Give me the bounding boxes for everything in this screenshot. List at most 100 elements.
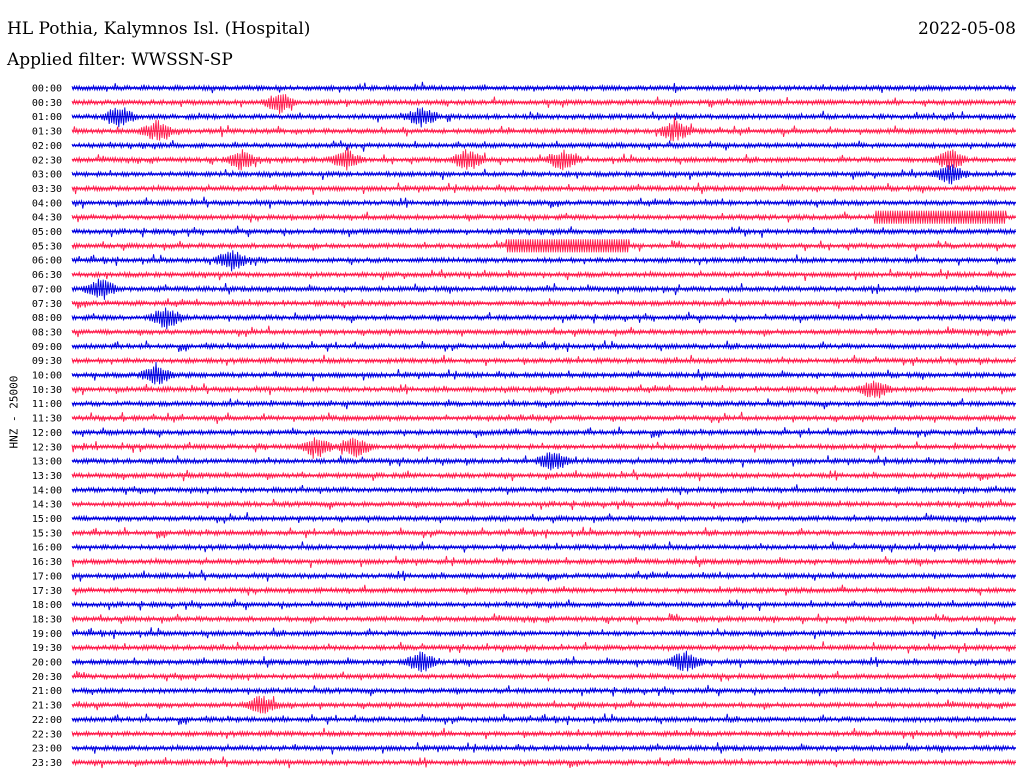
- time-tick-label: 22:00: [32, 715, 62, 726]
- time-tick-label: 10:00: [32, 371, 62, 382]
- seismic-trace: [71, 469, 1016, 482]
- seismic-trace: [71, 361, 1016, 385]
- seismic-trace: [71, 713, 1016, 726]
- time-tick-label: 23:00: [32, 744, 62, 755]
- time-tick-label: 02:00: [32, 141, 62, 152]
- time-tick-label: 16:00: [32, 543, 62, 554]
- time-tick-label: 18:00: [32, 600, 62, 611]
- time-tick-label: 18:30: [32, 614, 62, 625]
- seismic-trace: [71, 727, 1016, 740]
- seismic-trace: [71, 555, 1016, 568]
- seismic-trace: [71, 380, 1016, 399]
- seismic-trace: [71, 210, 1016, 224]
- seismic-trace: [71, 411, 1016, 424]
- time-tick-label: 08:30: [32, 327, 62, 338]
- seismic-trace: [71, 512, 1016, 524]
- seismic-trace: [71, 498, 1016, 511]
- time-tick-label: 03:00: [32, 170, 62, 181]
- time-tick-label: 01:00: [32, 112, 62, 123]
- time-tick-label: 13:00: [32, 457, 62, 468]
- seismic-trace: [71, 627, 1016, 640]
- seismic-trace: [71, 695, 1016, 714]
- time-tick-label: 21:30: [32, 701, 62, 712]
- time-tick-label: 14:30: [32, 500, 62, 511]
- seismic-trace: [71, 340, 1016, 352]
- time-tick-label: 16:30: [32, 557, 62, 568]
- seismic-trace: [71, 569, 1016, 582]
- seismic-trace: [71, 107, 1016, 128]
- time-tick-label: 04:30: [32, 213, 62, 224]
- time-tick-label: 11:00: [32, 399, 62, 410]
- time-tick-label: 06:00: [32, 256, 62, 267]
- time-tick-label: 20:30: [32, 672, 62, 683]
- seismic-trace: [71, 426, 1016, 439]
- seismic-trace: [71, 239, 1016, 253]
- seismic-trace: [71, 742, 1016, 755]
- seismic-trace: [71, 297, 1016, 309]
- time-tick-label: 07:30: [32, 299, 62, 310]
- seismic-trace: [71, 325, 1016, 338]
- seismic-trace: [71, 398, 1016, 410]
- time-tick-label: 20:00: [32, 658, 62, 669]
- time-tick-label: 04:00: [32, 198, 62, 209]
- time-tick-label: 10:30: [32, 385, 62, 396]
- time-tick-label: 15:00: [32, 514, 62, 525]
- seismic-trace: [71, 598, 1016, 611]
- seismic-trace: [71, 164, 1016, 185]
- seismic-trace: [71, 684, 1016, 697]
- seismic-trace: [71, 584, 1016, 596]
- time-tick-label: 19:30: [32, 643, 62, 654]
- time-tick-label: 05:30: [32, 241, 62, 252]
- time-tick-label: 09:00: [32, 342, 62, 353]
- seismic-trace: [71, 650, 1016, 673]
- time-tick-label: 14:00: [32, 485, 62, 496]
- time-tick-label: 23:30: [32, 758, 62, 769]
- seismic-trace: [71, 484, 1016, 496]
- seismic-trace: [71, 541, 1016, 553]
- time-tick-label: 11:30: [32, 414, 62, 425]
- time-tick-label: 01:30: [32, 127, 62, 138]
- station-title: HL Pothia, Kalymnos Isl. (Hospital): [7, 19, 311, 39]
- time-tick-label: 05:00: [32, 227, 62, 238]
- seismic-trace: [71, 268, 1016, 281]
- time-tick-label: 00:00: [32, 84, 62, 95]
- time-tick-label: 12:30: [32, 442, 62, 453]
- seismic-trace: [71, 641, 1016, 654]
- seismic-trace: [71, 196, 1016, 209]
- seismic-trace: [71, 354, 1016, 366]
- time-tick-label: 06:30: [32, 270, 62, 281]
- time-tick-label: 03:30: [32, 184, 62, 195]
- time-tick-label: 12:00: [32, 428, 62, 439]
- seismic-trace: [71, 147, 1016, 171]
- time-tick-label: 02:30: [32, 155, 62, 166]
- seismic-trace: [71, 756, 1016, 769]
- seismic-trace: [71, 250, 1016, 272]
- seismic-trace: [71, 116, 1016, 142]
- time-tick-label: 22:30: [32, 729, 62, 740]
- seismic-trace: [71, 182, 1016, 195]
- seismic-trace: [71, 140, 1016, 152]
- time-tick-label: 17:00: [32, 571, 62, 582]
- time-tick-label: 09:30: [32, 356, 62, 367]
- time-tick-label: 00:30: [32, 98, 62, 109]
- seismic-trace: [71, 670, 1016, 682]
- time-tick-label: 19:00: [32, 629, 62, 640]
- time-tick-label: 15:30: [32, 528, 62, 539]
- seismic-trace: [71, 278, 1016, 300]
- seismic-trace: [71, 613, 1016, 625]
- seismic-trace: [71, 225, 1016, 238]
- time-tick-label: 08:00: [32, 313, 62, 324]
- time-tick-label: 21:00: [32, 686, 62, 697]
- seismic-trace: [71, 94, 1016, 115]
- seismic-trace: [71, 307, 1016, 330]
- filter-label: Applied filter: WWSSN-SP: [7, 50, 233, 70]
- time-tick-label: 17:30: [32, 586, 62, 597]
- time-tick-label: 07:00: [32, 284, 62, 295]
- seismic-trace: [71, 437, 1016, 459]
- record-date: 2022-05-08: [917, 19, 1016, 39]
- seismic-trace: [71, 526, 1016, 539]
- seismic-trace: [71, 452, 1016, 471]
- seismic-trace: [71, 81, 1016, 94]
- time-tick-label: 13:30: [32, 471, 62, 482]
